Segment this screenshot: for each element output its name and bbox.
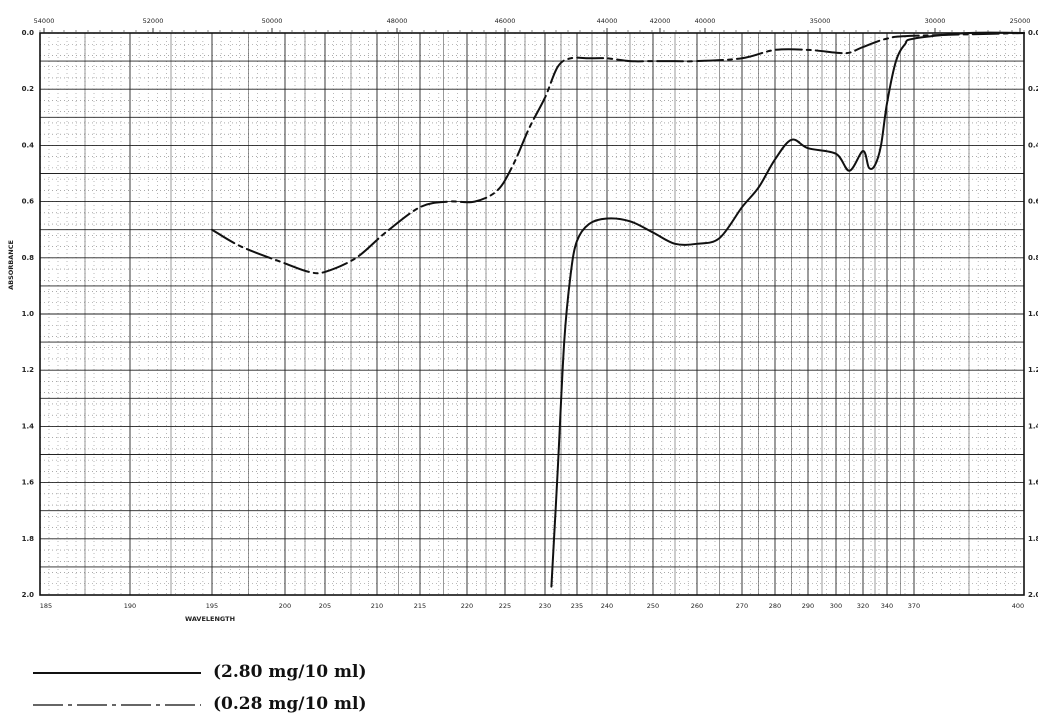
x-tick-label: 300 (830, 602, 842, 610)
top-tick-label: 42000 (650, 17, 671, 25)
y-tick-labels-right: 0.0 0.2 0.4 0.6 0.8 1.0 1.2 1.4 1.6 1.8 2.0 (1028, 29, 1038, 599)
x-tick-label: 225 (499, 602, 511, 610)
top-tick-label: 35000 (810, 17, 831, 25)
y-tick-label: 1.2 (22, 366, 35, 374)
top-tick-label: 52000 (143, 17, 164, 25)
x-tick-label: 400 (1012, 602, 1024, 610)
y-tick-label: 0.4 (22, 141, 35, 149)
y-tick-labels-left: 0.0 0.2 0.4 0.6 0.8 1.0 1.2 1.4 1.6 1.8 2.0 (22, 29, 35, 599)
top-tick-label: 44000 (597, 17, 618, 25)
x-tick-label: 290 (802, 602, 814, 610)
top-tick-label: 46000 (495, 17, 516, 25)
y-tick-label: 0.6 (22, 198, 35, 206)
top-tick-labels: 54000 52000 50000 48000 46000 44000 42000 40000… (34, 17, 1031, 33)
x-tick-label: 210 (371, 602, 383, 610)
top-tick-label: 54000 (34, 17, 55, 25)
y-tick-label: 1.4 (22, 422, 35, 430)
top-tick-label: 30000 (925, 17, 946, 25)
x-tick-label: 235 (571, 602, 583, 610)
y-tick-label-right: 1.2 (1028, 366, 1038, 374)
y-tick-label-right: 1.4 (1028, 422, 1038, 430)
y-tick-label: 2.0 (22, 591, 35, 599)
x-tick-label: 215 (414, 602, 426, 610)
y-tick-label: 0.0 (22, 29, 35, 37)
y-tick-label: 0.8 (22, 254, 35, 262)
series-line-solid (550, 31, 1025, 588)
x-tick-label: 230 (539, 602, 551, 610)
series-line-dash-dot (211, 32, 1025, 275)
y-tick-label: 0.2 (22, 85, 35, 93)
y-tick-label-right: 1.6 (1028, 479, 1038, 487)
x-tick-label: 190 (124, 602, 136, 610)
y-tick-label: 1.6 (22, 479, 35, 487)
x-tick-label: 340 (881, 602, 893, 610)
top-tick-label: 48000 (387, 17, 408, 25)
legend-label-dash-dot: (0.28 mg/10 ml) (213, 694, 367, 714)
legend-swatch-dash-dot (33, 704, 201, 706)
x-tick-label: 205 (319, 602, 331, 610)
x-tick-label: 220 (461, 602, 473, 610)
y-tick-label-right: 0.4 (1028, 141, 1038, 149)
absorbance-chart: 0.0 0.2 0.4 0.6 0.8 1.0 1.2 1.4 1.6 1.8 2.0 0.0 0.2… (7, 17, 1038, 623)
major-grid (39, 32, 1025, 596)
x-tick-label: 250 (647, 602, 659, 610)
y-tick-label: 1.8 (22, 535, 35, 543)
x-axis-label: WAVELENGTH (185, 615, 235, 623)
x-tick-label: 320 (857, 602, 869, 610)
top-tick-label: 25000 (1010, 17, 1031, 25)
series-layer (211, 31, 1025, 588)
x-tick-label: 185 (40, 602, 52, 610)
x-tick-label: 370 (908, 602, 920, 610)
y-tick-label-right: 2.0 (1028, 591, 1038, 599)
y-tick-label-right: 1.0 (1028, 310, 1038, 318)
y-axis-label: ABSORBANCE (7, 240, 15, 290)
x-tick-label: 195 (206, 602, 218, 610)
y-tick-label-right: 0.2 (1028, 85, 1038, 93)
legend-swatch-solid (33, 672, 201, 674)
y-tick-label-right: 1.8 (1028, 535, 1038, 543)
x-tick-label: 270 (736, 602, 748, 610)
y-tick-label-right: 0.6 (1028, 198, 1038, 206)
y-tick-label-right: 0.8 (1028, 254, 1038, 262)
x-tick-label: 200 (279, 602, 291, 610)
y-tick-label-right: 0.0 (1028, 29, 1038, 37)
y-tick-label: 1.0 (22, 310, 35, 318)
legend-label-solid: (2.80 mg/10 ml) (213, 662, 367, 682)
top-tick-label: 40000 (695, 17, 716, 25)
x-tick-labels: 185 190 195 200 205 210 215 220 225 230 235 240 250 2… (40, 602, 1024, 610)
top-tick-label: 50000 (262, 17, 283, 25)
x-tick-label: 280 (769, 602, 781, 610)
x-tick-label: 260 (691, 602, 703, 610)
x-tick-label: 240 (601, 602, 613, 610)
